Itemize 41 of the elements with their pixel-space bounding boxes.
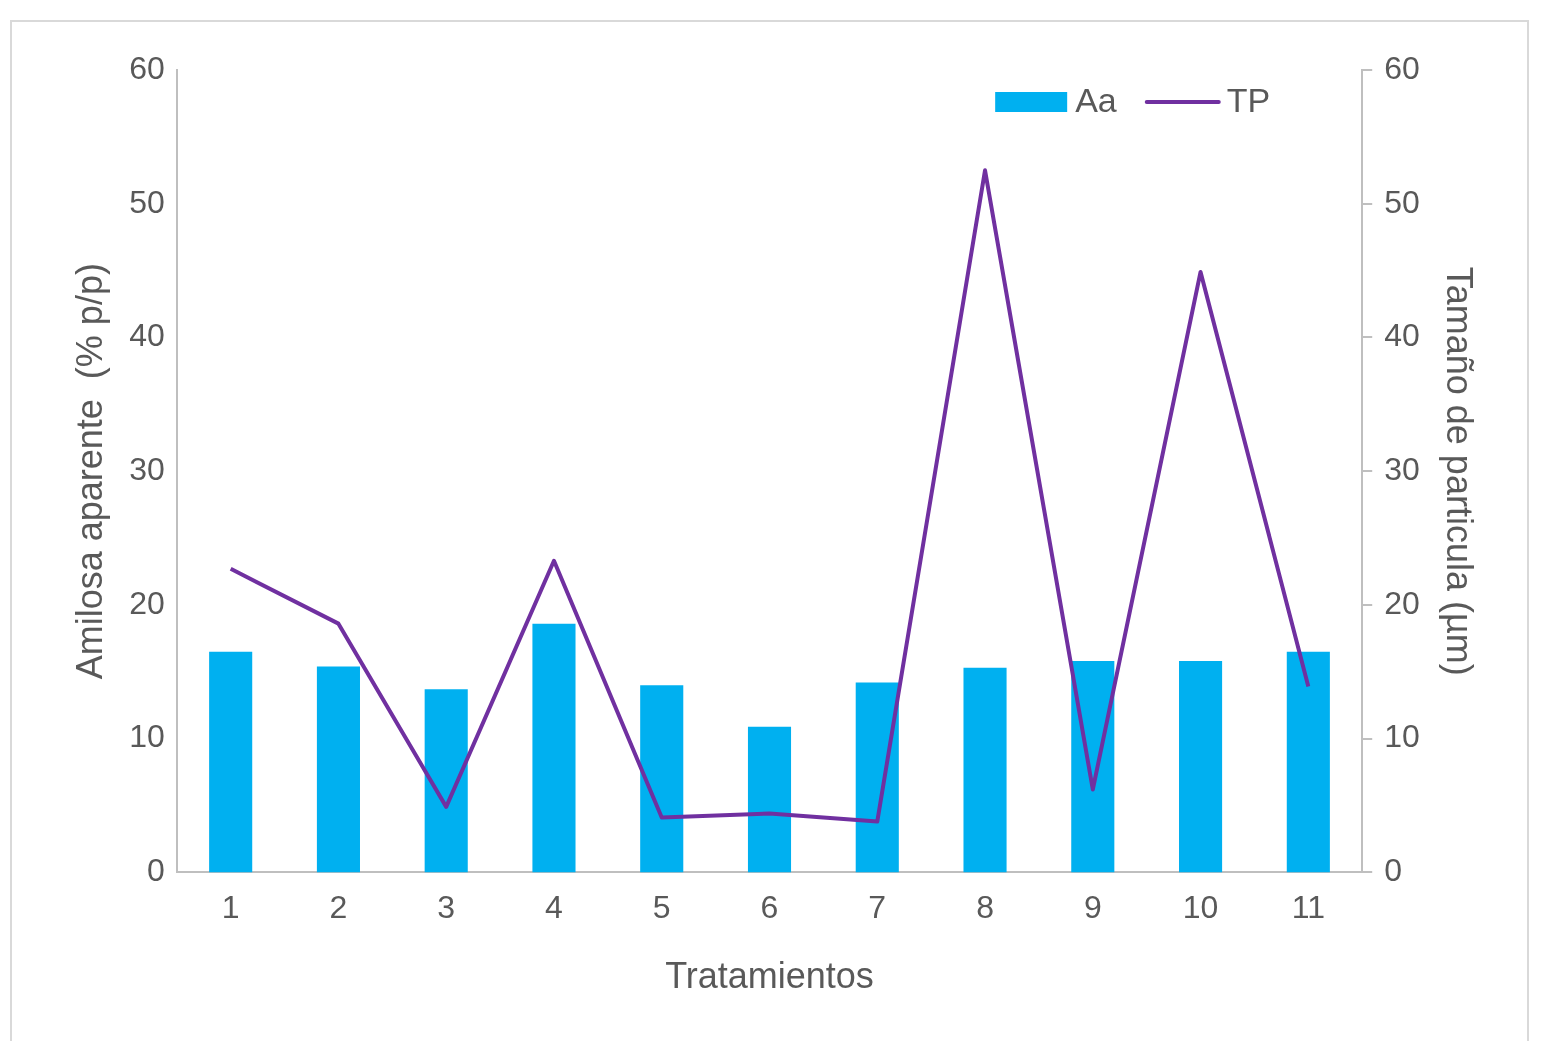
x-tick-label: 7	[868, 889, 887, 926]
x-tick-label: 5	[652, 889, 671, 926]
y2-tick-label: 60	[1384, 49, 1420, 86]
y2-tick-label: 10	[1384, 718, 1420, 755]
y-tick-label: 40	[129, 317, 165, 354]
x-tick-label: 4	[545, 889, 563, 926]
x-tick-label: 11	[1291, 889, 1325, 926]
bar	[1286, 651, 1330, 873]
bar	[532, 623, 576, 873]
y-tick-label: 0	[147, 852, 165, 889]
legend-label: Aa	[1075, 81, 1117, 120]
x-tick-label: 6	[760, 889, 779, 926]
y-tick-label: 30	[129, 451, 165, 488]
x-tick-label: 10	[1182, 889, 1219, 926]
bar	[963, 667, 1007, 873]
x-tick-label: 2	[329, 889, 348, 926]
y2-tick-label: 30	[1384, 451, 1420, 488]
bar	[316, 666, 360, 873]
x-axis-title: Tratamientos	[665, 955, 874, 997]
y-tick-label: 50	[129, 183, 165, 220]
y2-tick-label: 20	[1384, 584, 1420, 621]
y-tick-label: 10	[129, 718, 165, 755]
bar	[1179, 661, 1223, 873]
bar	[424, 689, 468, 873]
x-tick-label: 8	[976, 889, 994, 926]
y-axis-title: Amilosa aparente (% p/p)	[68, 263, 110, 680]
x-tick-label: 1	[221, 889, 240, 926]
bar	[209, 651, 253, 873]
x-tick-label: 3	[437, 889, 456, 926]
y2-tick-label: 40	[1384, 317, 1420, 354]
bar	[640, 685, 684, 873]
x-tick-label: 9	[1083, 889, 1102, 926]
bar	[1071, 661, 1115, 873]
y2-tick-label: 0	[1384, 852, 1402, 889]
legend-label: TP	[1226, 81, 1271, 120]
y-tick-label: 60	[129, 49, 165, 86]
bar	[855, 682, 899, 873]
y2-tick-label: 50	[1384, 183, 1420, 220]
bar	[747, 726, 792, 873]
y-tick-label: 20	[129, 584, 165, 621]
y2-axis-title: Tamaño de particula (µm)	[1439, 266, 1481, 676]
